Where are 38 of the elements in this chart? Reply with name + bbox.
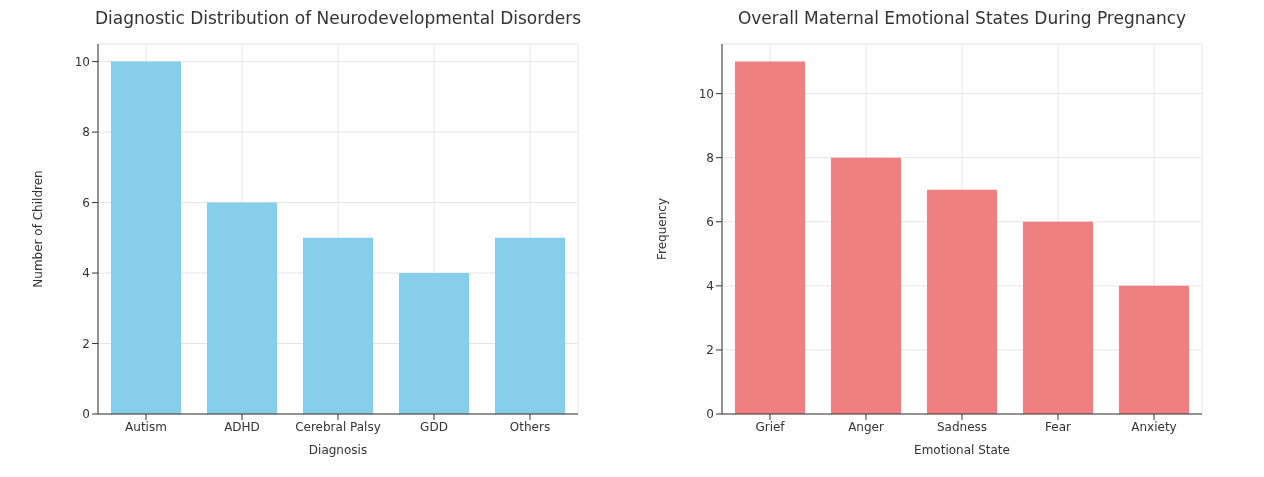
x-tick-label: Cerebral Palsy [295, 419, 381, 434]
y-tick-label: 6 [706, 215, 714, 230]
x-tick-label: Fear [1045, 419, 1072, 434]
bar [1023, 221, 1093, 414]
bar [735, 61, 805, 414]
y-tick-label: 10 [698, 86, 714, 101]
y-tick-label: 6 [82, 195, 90, 210]
y-tick-label: 2 [82, 336, 90, 351]
y-tick-label: 0 [706, 407, 714, 422]
bar [1119, 285, 1189, 414]
bar [831, 157, 901, 414]
bar [927, 189, 997, 414]
x-tick-label: Sadness [936, 419, 988, 434]
y-axis-title: Frequency [655, 198, 670, 260]
bar [399, 273, 469, 414]
x-axis-title: Emotional State [914, 443, 1010, 457]
bar [207, 202, 277, 414]
chart-title: Diagnostic Distribution of Neurodevelopmental Disorders [93, 8, 583, 30]
y-tick-label: 8 [706, 150, 714, 165]
bar [111, 61, 181, 414]
x-tick-label: Grief [755, 419, 786, 434]
x-axis-title: Diagnosis [308, 443, 368, 457]
x-tick-label: GDD [420, 419, 448, 434]
y-axis-title: Number of Children [31, 170, 46, 288]
y-tick-label: 10 [74, 54, 90, 69]
x-tick-label: ADHD [224, 419, 260, 434]
x-tick-label: Autism [125, 419, 167, 434]
bar [303, 237, 373, 414]
bar [495, 237, 565, 414]
y-tick-label: 2 [706, 343, 714, 358]
x-tick-label: Anxiety [1131, 419, 1177, 434]
y-tick-label: 4 [706, 279, 714, 294]
y-tick-label: 4 [82, 266, 90, 281]
x-tick-label: Anger [848, 419, 884, 434]
x-tick-label: Others [509, 419, 551, 434]
y-tick-label: 0 [82, 407, 90, 422]
chart-title: Overall Maternal Emotional States During Pregnancy [736, 8, 1188, 30]
y-tick-label: 8 [82, 125, 90, 140]
